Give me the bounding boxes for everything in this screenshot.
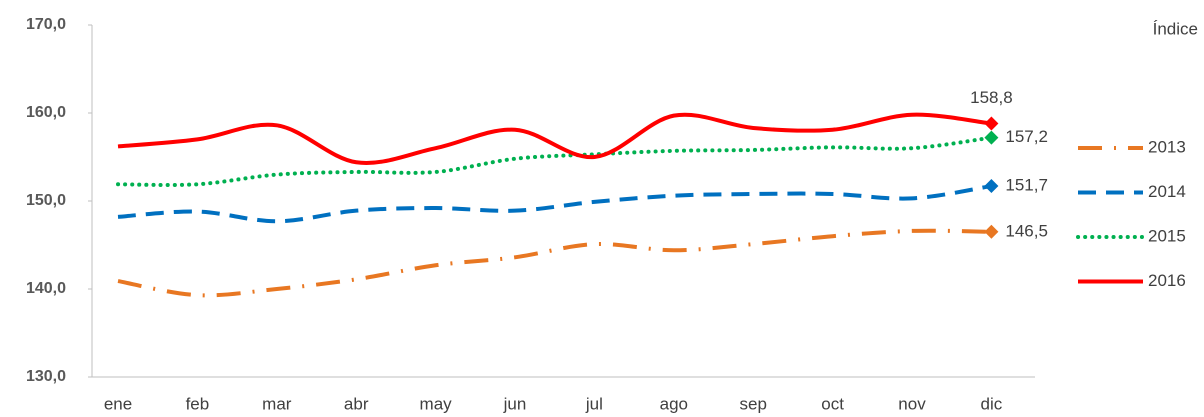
data-label: 157,2 (1005, 127, 1048, 146)
unit-label: Índice (1153, 19, 1198, 38)
data-label: 158,8 (970, 88, 1013, 107)
y-tick-label: 130,0 (26, 368, 66, 385)
x-tick-label: nov (898, 394, 926, 413)
x-tick-label: mar (262, 394, 292, 413)
x-tick-label: jun (503, 394, 527, 413)
x-tick-label: ene (104, 394, 132, 413)
data-label: 146,5 (1005, 221, 1048, 240)
x-tick-label: ago (660, 394, 688, 413)
y-tick-label: 150,0 (26, 192, 66, 209)
series-line (117, 184, 992, 224)
series-line (116, 135, 994, 187)
legend-label: 2015 (1148, 226, 1186, 245)
point-marker (984, 179, 999, 194)
y-tick-label: 170,0 (26, 16, 66, 33)
x-tick-label: feb (186, 394, 210, 413)
x-tick-label: jul (585, 394, 603, 413)
data-label: 151,7 (1005, 176, 1048, 195)
point-marker (984, 116, 999, 131)
legend-label: 2013 (1148, 137, 1186, 156)
point-marker (984, 130, 999, 145)
x-tick-label: may (420, 394, 453, 413)
point-marker (984, 224, 999, 239)
x-tick-label: abr (344, 394, 369, 413)
x-tick-label: oct (821, 394, 844, 413)
series-line (117, 112, 992, 165)
x-tick-label: dic (981, 394, 1003, 413)
y-tick-label: 140,0 (26, 280, 66, 297)
legend-label: 2016 (1148, 271, 1186, 290)
y-tick-label: 160,0 (26, 104, 66, 121)
series-line (117, 228, 992, 298)
legend-label: 2014 (1148, 182, 1186, 201)
x-tick-label: sep (739, 394, 766, 413)
